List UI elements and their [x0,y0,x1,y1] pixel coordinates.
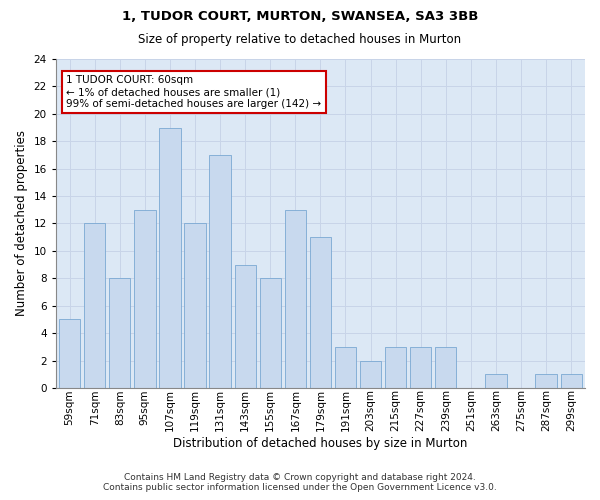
Text: Size of property relative to detached houses in Murton: Size of property relative to detached ho… [139,32,461,46]
Bar [535,374,557,388]
Bar [260,278,281,388]
Text: 1, TUDOR COURT, MURTON, SWANSEA, SA3 3BB: 1, TUDOR COURT, MURTON, SWANSEA, SA3 3BB [122,10,478,23]
Bar [284,210,306,388]
Bar [84,224,106,388]
Bar [209,155,231,388]
Bar [184,224,206,388]
Bar [410,347,431,388]
Bar [335,347,356,388]
Bar [435,347,457,388]
Bar [159,128,181,388]
Bar [485,374,506,388]
Bar [360,360,381,388]
Bar [235,264,256,388]
Text: Contains HM Land Registry data © Crown copyright and database right 2024.
Contai: Contains HM Land Registry data © Crown c… [103,473,497,492]
Y-axis label: Number of detached properties: Number of detached properties [15,130,28,316]
Bar [560,374,582,388]
Bar [59,320,80,388]
Bar [310,237,331,388]
Bar [109,278,130,388]
Bar [385,347,406,388]
Bar [134,210,155,388]
X-axis label: Distribution of detached houses by size in Murton: Distribution of detached houses by size … [173,437,467,450]
Text: 1 TUDOR COURT: 60sqm
← 1% of detached houses are smaller (1)
99% of semi-detache: 1 TUDOR COURT: 60sqm ← 1% of detached ho… [67,76,322,108]
